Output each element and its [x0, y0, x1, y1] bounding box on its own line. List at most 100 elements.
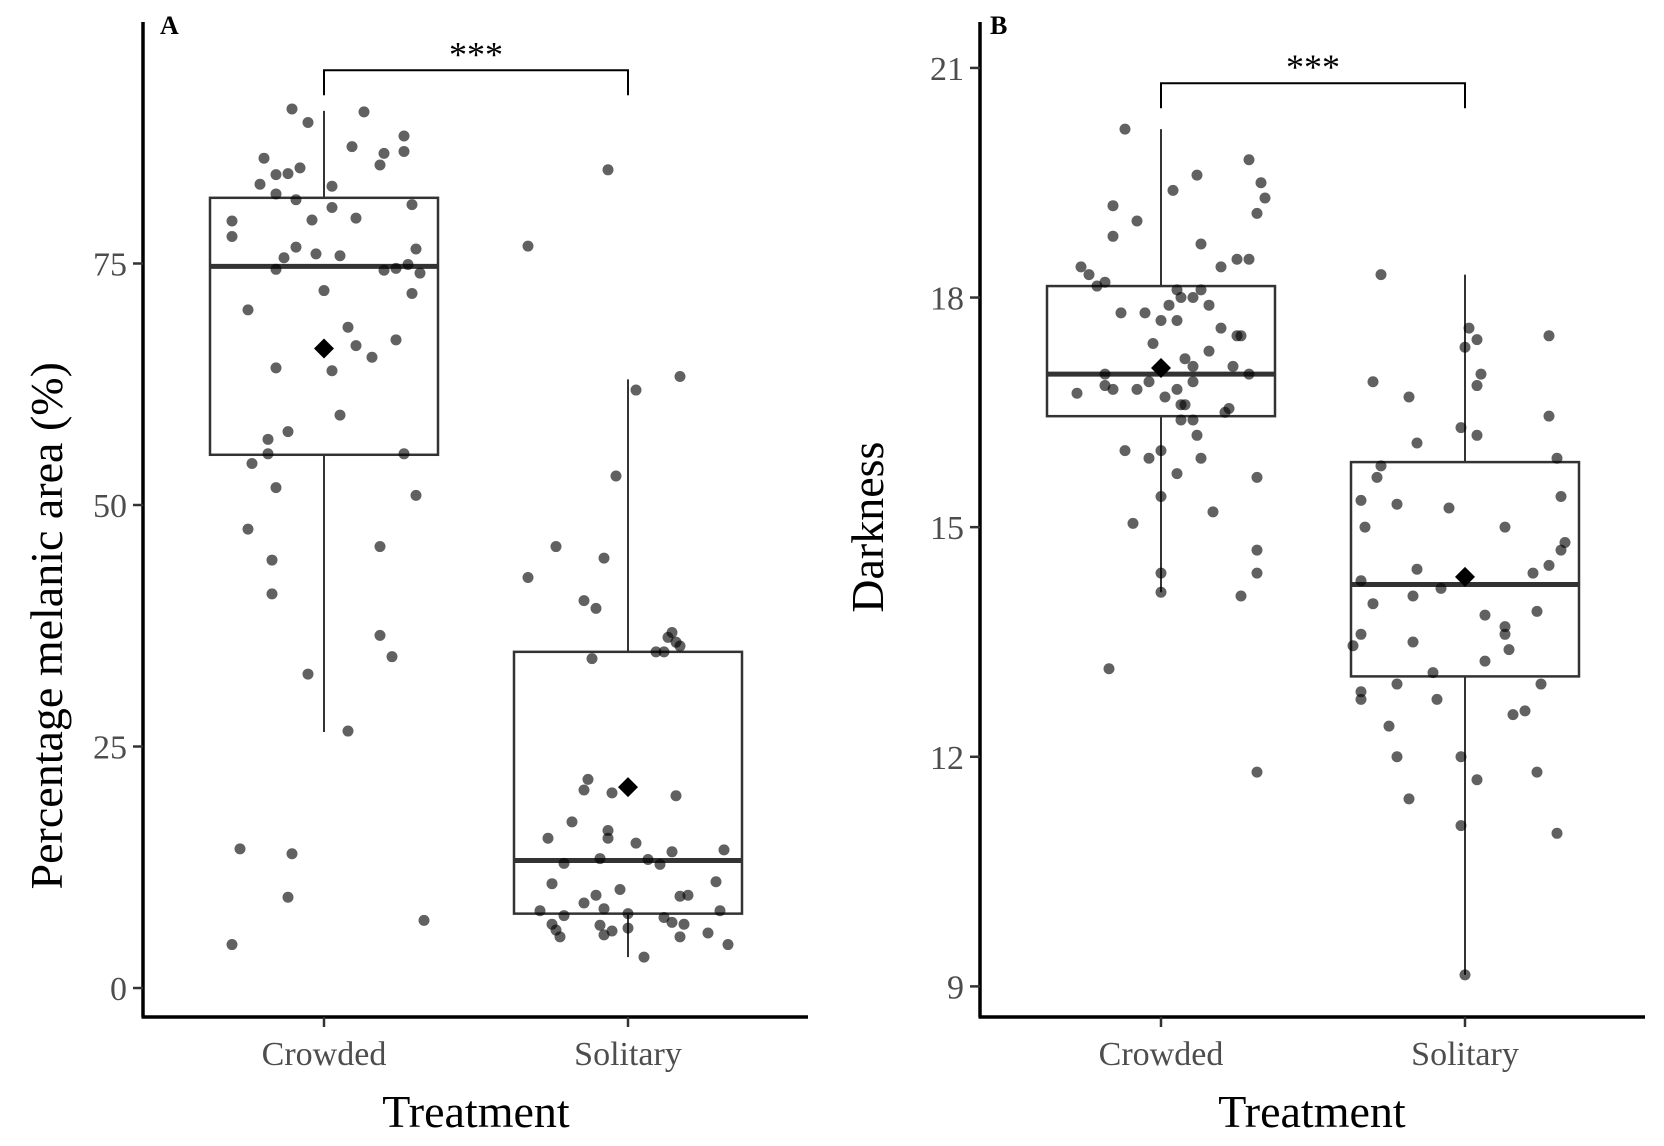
data-point: [598, 903, 610, 915]
data-point: [326, 180, 338, 192]
data-point: [1531, 605, 1543, 617]
mean-marker-solitary: [618, 777, 638, 798]
data-point: [378, 264, 390, 276]
data-point: [302, 668, 314, 680]
data-point: [546, 878, 558, 890]
data-point: [1179, 399, 1191, 411]
data-point: [334, 409, 346, 421]
data-point: [270, 263, 282, 275]
data-point: [662, 631, 674, 643]
data-point: [270, 362, 282, 374]
boxplot-crowded: [208, 110, 440, 733]
data-point: [1171, 383, 1183, 395]
data-point: [406, 287, 418, 299]
data-point: [1555, 544, 1567, 556]
data-point: [418, 914, 430, 926]
x-tick-label: Crowded: [262, 1036, 387, 1073]
data-point: [1071, 387, 1083, 399]
data-point: [1431, 693, 1443, 705]
data-point: [242, 304, 254, 316]
points-solitary: [522, 164, 734, 963]
data-point: [1115, 307, 1127, 319]
y-tick-label: 50: [93, 488, 127, 525]
data-point: [1191, 169, 1203, 181]
data-point: [374, 159, 386, 171]
data-point: [1235, 590, 1247, 602]
data-point: [226, 215, 238, 227]
data-point: [278, 252, 290, 264]
data-point: [290, 194, 302, 206]
data-point: [1551, 827, 1563, 839]
boxplot-solitary: [512, 379, 744, 958]
data-point: [1243, 154, 1255, 166]
data-point: [630, 384, 642, 396]
data-point: [318, 285, 330, 297]
x-tick-label: Crowded: [1099, 1036, 1224, 1073]
data-point: [1383, 720, 1395, 732]
data-point: [342, 725, 354, 737]
data-point: [294, 162, 306, 174]
data-point: [678, 918, 690, 930]
data-point: [1427, 667, 1439, 679]
data-point: [286, 848, 298, 860]
data-point: [270, 482, 282, 494]
data-point: [1171, 468, 1183, 480]
data-point: [1155, 315, 1167, 326]
data-point: [1459, 341, 1471, 353]
data-point: [1479, 655, 1491, 667]
data-point: [1167, 184, 1179, 196]
data-point: [1371, 471, 1383, 483]
data-point: [598, 552, 610, 564]
data-point: [1207, 506, 1219, 518]
data-point: [1143, 376, 1155, 388]
data-point: [1499, 621, 1511, 633]
data-point: [1455, 751, 1467, 763]
data-point: [602, 825, 614, 837]
data-point: [398, 130, 410, 142]
data-point: [638, 951, 650, 963]
data-point: [414, 267, 426, 279]
data-point: [1215, 322, 1227, 334]
data-point: [1223, 403, 1235, 415]
data-point: [226, 230, 238, 242]
data-point: [630, 837, 642, 849]
data-point: [1459, 969, 1471, 981]
data-point: [578, 897, 590, 909]
data-point: [1155, 586, 1167, 598]
data-point: [282, 891, 294, 903]
data-point: [234, 843, 246, 855]
data-point: [1107, 200, 1119, 212]
y-tick-label: 12: [930, 740, 964, 777]
data-point: [1251, 766, 1263, 778]
data-point: [1191, 429, 1203, 441]
data-point: [1243, 368, 1255, 380]
data-point: [1443, 502, 1455, 514]
data-point: [1131, 383, 1143, 395]
data-point: [386, 651, 398, 663]
data-point: [622, 922, 634, 934]
data-point: [1543, 559, 1555, 571]
data-point: [1083, 269, 1095, 281]
data-point: [1259, 192, 1271, 204]
data-point: [1127, 517, 1139, 529]
data-point: [642, 854, 654, 866]
data-point: [326, 365, 338, 377]
data-point: [1543, 410, 1555, 422]
data-point: [1471, 380, 1483, 392]
data-point: [1403, 793, 1415, 805]
data-point: [226, 939, 238, 951]
data-point: [674, 931, 686, 943]
data-point: [270, 188, 282, 200]
data-point: [346, 141, 358, 153]
data-point: [1471, 429, 1483, 441]
data-point: [702, 927, 714, 939]
y-tick-label: 21: [930, 51, 964, 88]
data-point: [302, 116, 314, 128]
data-point: [1391, 751, 1403, 763]
y-tick-label: 25: [93, 730, 127, 767]
data-point: [590, 602, 602, 614]
data-point: [714, 905, 726, 917]
data-point: [674, 890, 686, 902]
data-point: [1503, 644, 1515, 656]
data-point: [1251, 544, 1263, 556]
